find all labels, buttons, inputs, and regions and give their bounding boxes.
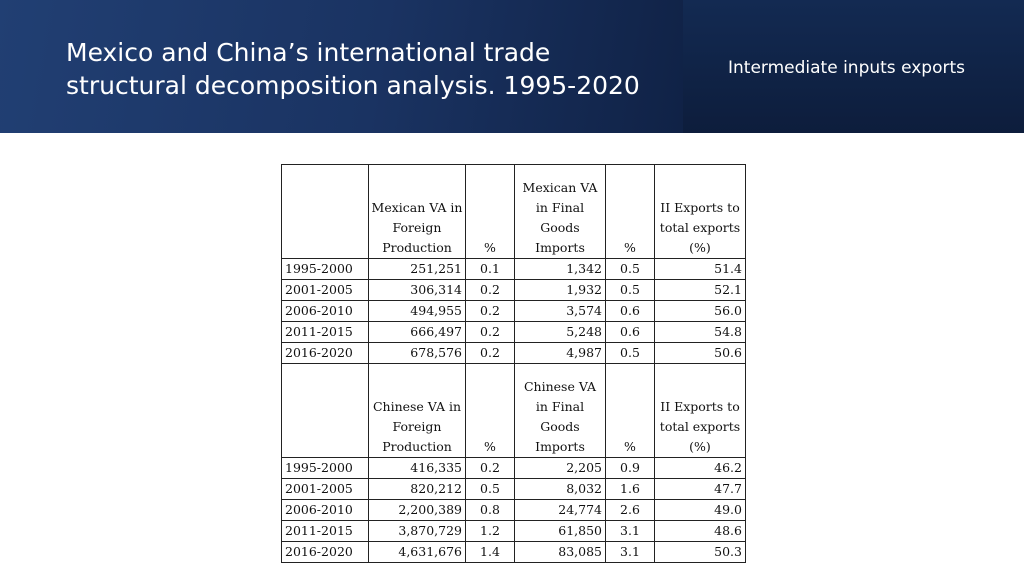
slide-header: Mexico and China’s international trade s… — [0, 0, 1024, 133]
table-row: 1995-2000 416,335 0.2 2,205 0.9 46.2 — [281, 457, 746, 479]
va-final-cell: 61,850 — [514, 520, 606, 542]
table-row: 2016-2020 678,576 0.2 4,987 0.5 50.6 — [281, 342, 746, 364]
china-header-pct-2: % — [605, 363, 655, 458]
va-final-cell: 8,032 — [514, 478, 606, 500]
va-foreign-cell: 820,212 — [368, 478, 466, 500]
pct-cell: 3.1 — [605, 520, 655, 542]
pct-cell: 0.2 — [465, 457, 515, 479]
va-final-cell: 4,987 — [514, 342, 606, 364]
pct-cell: 0.6 — [605, 300, 655, 322]
va-foreign-cell: 678,576 — [368, 342, 466, 364]
ii-exports-cell: 52.1 — [654, 279, 746, 301]
pct-cell: 0.2 — [465, 279, 515, 301]
slide-subtitle: Intermediate inputs exports — [728, 58, 965, 78]
china-header-ii-exports: II Exports to total exports (%) — [654, 363, 746, 458]
ii-exports-cell: 47.7 — [654, 478, 746, 500]
mexico-header-va-final: Mexican VA in Final Goods Imports — [514, 164, 606, 259]
pct-cell: 3.1 — [605, 541, 655, 563]
pct-cell: 0.9 — [605, 457, 655, 479]
trade-decomposition-table: Mexican VA in Foreign Production % Mexic… — [281, 164, 746, 563]
va-foreign-cell: 2,200,389 — [368, 499, 466, 521]
va-foreign-cell: 494,955 — [368, 300, 466, 322]
header-title-panel — [0, 0, 683, 133]
period-cell: 2001-2005 — [281, 279, 369, 301]
pct-cell: 1.4 — [465, 541, 515, 563]
pct-cell: 1.6 — [605, 478, 655, 500]
pct-cell: 0.1 — [465, 258, 515, 280]
header-subtitle-panel — [683, 0, 1024, 133]
table-row: 2011-2015 666,497 0.2 5,248 0.6 54.8 — [281, 321, 746, 343]
va-foreign-cell: 4,631,676 — [368, 541, 466, 563]
pct-cell: 1.2 — [465, 520, 515, 542]
table-row: 2006-2010 494,955 0.2 3,574 0.6 56.0 — [281, 300, 746, 322]
ii-exports-cell: 54.8 — [654, 321, 746, 343]
china-header-va-foreign: Chinese VA in Foreign Production — [368, 363, 466, 458]
china-header-va-final: Chinese VA in Final Goods Imports — [514, 363, 606, 458]
ii-exports-cell: 50.3 — [654, 541, 746, 563]
ii-exports-cell: 46.2 — [654, 457, 746, 479]
period-cell: 2001-2005 — [281, 478, 369, 500]
va-final-cell: 2,205 — [514, 457, 606, 479]
china-header-period — [281, 363, 369, 458]
period-cell: 2011-2015 — [281, 321, 369, 343]
va-final-cell: 24,774 — [514, 499, 606, 521]
ii-exports-cell: 49.0 — [654, 499, 746, 521]
pct-cell: 0.8 — [465, 499, 515, 521]
period-cell: 1995-2000 — [281, 457, 369, 479]
va-final-cell: 83,085 — [514, 541, 606, 563]
table-row: 2001-2005 306,314 0.2 1,932 0.5 52.1 — [281, 279, 746, 301]
va-final-cell: 1,342 — [514, 258, 606, 280]
va-final-cell: 1,932 — [514, 279, 606, 301]
table-row: 2006-2010 2,200,389 0.8 24,774 2.6 49.0 — [281, 499, 746, 521]
ii-exports-cell: 51.4 — [654, 258, 746, 280]
china-header-row: Chinese VA in Foreign Production % Chine… — [281, 363, 746, 458]
mexico-header-row: Mexican VA in Foreign Production % Mexic… — [281, 164, 746, 259]
table-row: 2011-2015 3,870,729 1.2 61,850 3.1 48.6 — [281, 520, 746, 542]
pct-cell: 0.6 — [605, 321, 655, 343]
mexico-header-va-foreign: Mexican VA in Foreign Production — [368, 164, 466, 259]
va-foreign-cell: 306,314 — [368, 279, 466, 301]
slide-title: Mexico and China’s international trade s… — [66, 36, 666, 102]
pct-cell: 0.2 — [465, 321, 515, 343]
ii-exports-cell: 48.6 — [654, 520, 746, 542]
va-foreign-cell: 251,251 — [368, 258, 466, 280]
slide-title-line-1: Mexico and China’s international trade — [66, 38, 551, 67]
pct-cell: 0.2 — [465, 300, 515, 322]
pct-cell: 0.2 — [465, 342, 515, 364]
pct-cell: 0.5 — [605, 342, 655, 364]
va-final-cell: 3,574 — [514, 300, 606, 322]
va-final-cell: 5,248 — [514, 321, 606, 343]
pct-cell: 0.5 — [605, 258, 655, 280]
period-cell: 2006-2010 — [281, 300, 369, 322]
period-cell: 2006-2010 — [281, 499, 369, 521]
period-cell: 1995-2000 — [281, 258, 369, 280]
mexico-header-period — [281, 164, 369, 259]
va-foreign-cell: 3,870,729 — [368, 520, 466, 542]
mexico-header-pct-2: % — [605, 164, 655, 259]
ii-exports-cell: 50.6 — [654, 342, 746, 364]
pct-cell: 0.5 — [605, 279, 655, 301]
table-row: 1995-2000 251,251 0.1 1,342 0.5 51.4 — [281, 258, 746, 280]
table-row: 2001-2005 820,212 0.5 8,032 1.6 47.7 — [281, 478, 746, 500]
va-foreign-cell: 416,335 — [368, 457, 466, 479]
china-header-pct-1: % — [465, 363, 515, 458]
va-foreign-cell: 666,497 — [368, 321, 466, 343]
pct-cell: 2.6 — [605, 499, 655, 521]
ii-exports-cell: 56.0 — [654, 300, 746, 322]
mexico-header-ii-exports: II Exports to total exports (%) — [654, 164, 746, 259]
mexico-header-pct-1: % — [465, 164, 515, 259]
period-cell: 2016-2020 — [281, 342, 369, 364]
slide-title-line-2: structural decomposition analysis. 1995-… — [66, 71, 640, 100]
pct-cell: 0.5 — [465, 478, 515, 500]
period-cell: 2011-2015 — [281, 520, 369, 542]
period-cell: 2016-2020 — [281, 541, 369, 563]
table-row: 2016-2020 4,631,676 1.4 83,085 3.1 50.3 — [281, 541, 746, 563]
